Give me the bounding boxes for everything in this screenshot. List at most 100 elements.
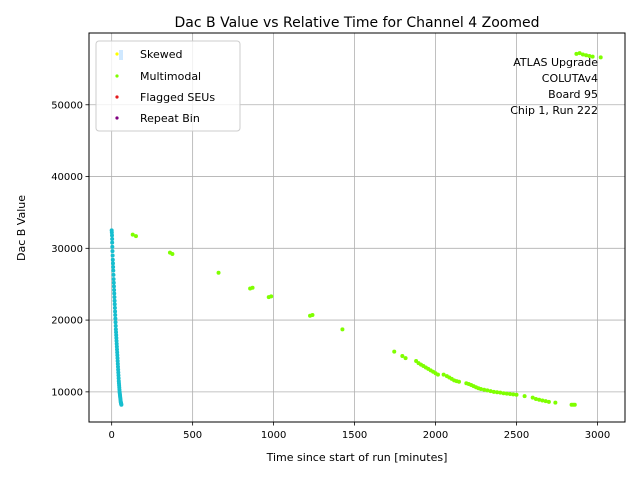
annotation-line-3: Board 95 — [548, 88, 598, 101]
data-point-multimodal — [504, 391, 509, 396]
data-point-main — [115, 356, 120, 361]
data-point-main — [110, 249, 115, 254]
grid-lines — [89, 33, 625, 422]
data-point-main — [112, 291, 117, 296]
data-point-multimodal — [491, 389, 496, 394]
data-point-main — [116, 373, 121, 378]
data-point-main — [116, 376, 121, 381]
data-point-main — [110, 244, 115, 249]
data-point-multimodal — [392, 349, 397, 354]
data-point-main — [112, 295, 117, 300]
y-axis-title: Dac B Value — [15, 195, 28, 261]
data-point-main — [113, 313, 118, 318]
data-point-main — [116, 367, 121, 372]
data-point-main — [112, 298, 117, 303]
data-point-multimodal — [540, 398, 545, 403]
data-point-main — [111, 280, 116, 285]
data-point-main — [112, 305, 117, 310]
main-series — [109, 228, 124, 407]
data-point-multimodal — [501, 391, 506, 396]
data-point-multimodal — [530, 395, 535, 400]
data-point-main — [110, 257, 115, 262]
data-point-multimodal — [522, 394, 527, 399]
data-point-main — [110, 261, 115, 266]
data-point-multimodal — [250, 285, 255, 290]
data-point-multimodal — [130, 232, 135, 237]
data-point-main — [113, 316, 118, 321]
data-point-multimodal — [580, 52, 585, 57]
data-point-multimodal — [403, 356, 408, 361]
data-point-main — [113, 320, 118, 325]
data-point-multimodal — [216, 270, 221, 275]
data-point-main — [109, 233, 114, 238]
x-axis-title: Time since start of run [minutes] — [266, 451, 448, 464]
data-point-main — [111, 268, 116, 273]
legend-marker-multimodal — [115, 74, 119, 78]
data-point-main — [109, 230, 114, 235]
data-point-multimodal — [598, 55, 603, 60]
data-point-main — [113, 309, 118, 314]
data-point-multimodal — [170, 252, 175, 257]
x-tick-label: 1500 — [342, 430, 367, 441]
y-tick-label: 20000 — [51, 316, 83, 327]
data-point-multimodal — [584, 53, 589, 58]
data-point-multimodal — [310, 313, 315, 318]
legend-label-flagged-seus: Flagged SEUs — [140, 91, 215, 104]
data-point-main — [115, 347, 120, 352]
data-point-multimodal — [482, 387, 487, 392]
data-point-main — [114, 336, 119, 341]
y-tick-label: 40000 — [51, 172, 83, 183]
data-point-main — [115, 361, 120, 366]
data-point-multimodal — [572, 402, 577, 407]
data-point-multimodal — [574, 51, 579, 56]
data-point-multimodal — [485, 388, 490, 393]
data-point-multimodal — [269, 294, 274, 299]
y-tick-label: 10000 — [51, 387, 83, 398]
legend-label-multimodal: Multimodal — [140, 70, 201, 83]
annotation-line-2: COLUTAv4 — [542, 72, 598, 85]
legend-overlap-mark — [119, 50, 123, 60]
y-tick-label: 50000 — [51, 100, 83, 111]
data-point-multimodal — [400, 353, 405, 358]
x-tick-label: 1000 — [261, 430, 286, 441]
data-point-main — [112, 287, 117, 292]
data-point-main — [114, 333, 119, 338]
data-point-main — [114, 338, 119, 343]
data-point-multimodal — [546, 399, 551, 404]
data-point-multimodal — [590, 54, 595, 59]
multimodal-series — [130, 51, 603, 407]
data-point-main — [115, 350, 120, 355]
data-point-main — [113, 327, 118, 332]
data-point-main — [114, 344, 119, 349]
data-point-multimodal — [543, 399, 548, 404]
legend-marker-flagged-seus — [115, 95, 119, 99]
legend-marker-skewed — [115, 52, 119, 56]
legend-label-repeat-bin: Repeat Bin — [140, 112, 200, 125]
data-point-main — [114, 330, 119, 335]
annotation-block: ATLAS Upgrade COLUTAv4 Board 95 Chip 1, … — [510, 56, 598, 117]
data-point-multimodal — [495, 390, 500, 395]
data-point-main — [111, 272, 116, 277]
data-point-multimodal — [577, 51, 582, 56]
data-point-multimodal — [514, 392, 519, 397]
x-tick-label: 0 — [108, 430, 114, 441]
data-point-multimodal — [553, 400, 558, 405]
x-tick-label: 500 — [183, 430, 202, 441]
data-point-main — [112, 302, 117, 307]
legend-box — [95, 40, 241, 132]
data-point-multimodal — [488, 389, 493, 394]
data-point-main — [115, 358, 120, 363]
data-point-multimodal — [537, 397, 542, 402]
data-point-main — [110, 236, 115, 241]
legend-label-skewed: Skewed — [140, 48, 182, 61]
x-axis-ticks: 0 500 1000 1500 2000 2500 3000 — [108, 422, 610, 441]
annotation-line-4: Chip 1, Run 222 — [510, 104, 598, 117]
data-point-main — [116, 370, 121, 375]
data-point-multimodal — [587, 53, 592, 58]
data-point-main — [114, 341, 119, 346]
data-point-multimodal — [457, 379, 462, 384]
plot-area-frame — [88, 32, 626, 423]
data-point-multimodal — [441, 372, 446, 377]
data-point-multimodal — [533, 397, 538, 402]
